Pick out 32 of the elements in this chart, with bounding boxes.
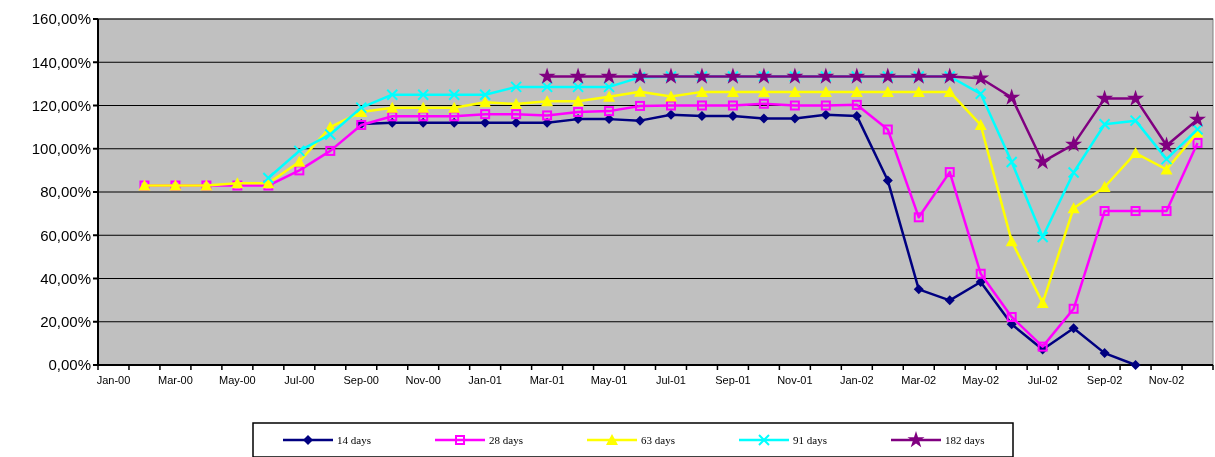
x-tick-label: Sep-02 [1086,374,1123,386]
x-tick-label: Jan-02 [840,374,874,386]
y-tick-label: 80,00% [40,183,91,201]
y-tick-label: 20,00% [40,313,91,330]
x-tick-label: Nov-00 [405,374,441,386]
x-tick-label: Sep-00 [343,374,380,386]
legend-label: 182 days [945,433,985,446]
y-tick-label: 40,00% [40,269,91,287]
x-tick-label: Mar-01 [529,374,565,386]
x-tick-label: Jul-02 [1027,374,1058,386]
legend-label: 91 days [793,433,827,446]
x-tick-label: Jul-00 [284,374,315,386]
x-tick-label: Jan-01 [468,374,502,386]
x-tick-label: Nov-01 [777,374,813,386]
x-tick-label: Mar-02 [901,374,937,386]
legend-label: 14 days [337,433,371,446]
y-tick-label: 60,00% [40,226,91,244]
y-tick-label: 160,00% [31,10,91,28]
x-tick-label: May-00 [219,374,256,386]
x-tick-label: Nov-02 [1148,374,1185,386]
x-tick-label: May-01 [590,374,628,386]
x-tick-label: Sep-01 [715,374,751,386]
x-tick-label: May-02 [962,374,1000,386]
x-tick-label: Jan-00 [96,374,131,386]
x-tick-label: Jul-01 [656,374,686,386]
legend-label: 28 days [489,433,523,446]
y-tick-label: 140,00% [31,53,91,71]
legend-label: 63 days [641,433,675,446]
y-tick-label: 120,00% [31,96,91,114]
x-tick-label: Mar-00 [158,374,193,386]
y-tick-label: 100,00% [31,140,91,157]
y-tick-label: 0,00% [48,356,91,374]
